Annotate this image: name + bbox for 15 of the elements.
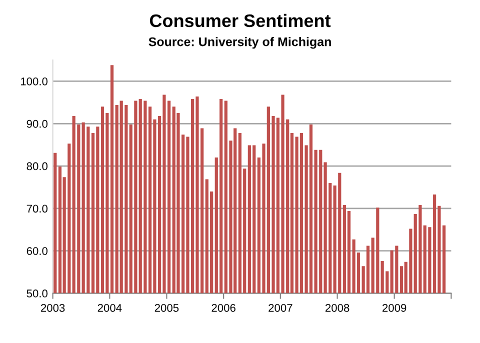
x-tick-label: 2004 (98, 304, 122, 312)
y-tick-label: 80.0 (26, 162, 48, 170)
x-tick-label: 2008 (326, 304, 350, 312)
x-tick-label: 2007 (268, 304, 292, 312)
chart-title: Consumer Sentiment (150, 14, 331, 28)
y-tick-label: 70.0 (26, 204, 48, 213)
y-tick-label: 50.0 (26, 290, 48, 298)
y-tick-label: 90.0 (26, 120, 48, 128)
y-tick-label: 100.0 (20, 77, 48, 86)
chart-subtitle: Source: University of Michigan (148, 37, 331, 49)
x-tick-label: 2003 (41, 304, 65, 312)
x-tick-label: 2006 (212, 304, 236, 312)
x-tick-label: 2005 (154, 304, 179, 312)
y-tick-label: 60.0 (26, 247, 48, 255)
x-tick-label: 2009 (382, 304, 406, 312)
